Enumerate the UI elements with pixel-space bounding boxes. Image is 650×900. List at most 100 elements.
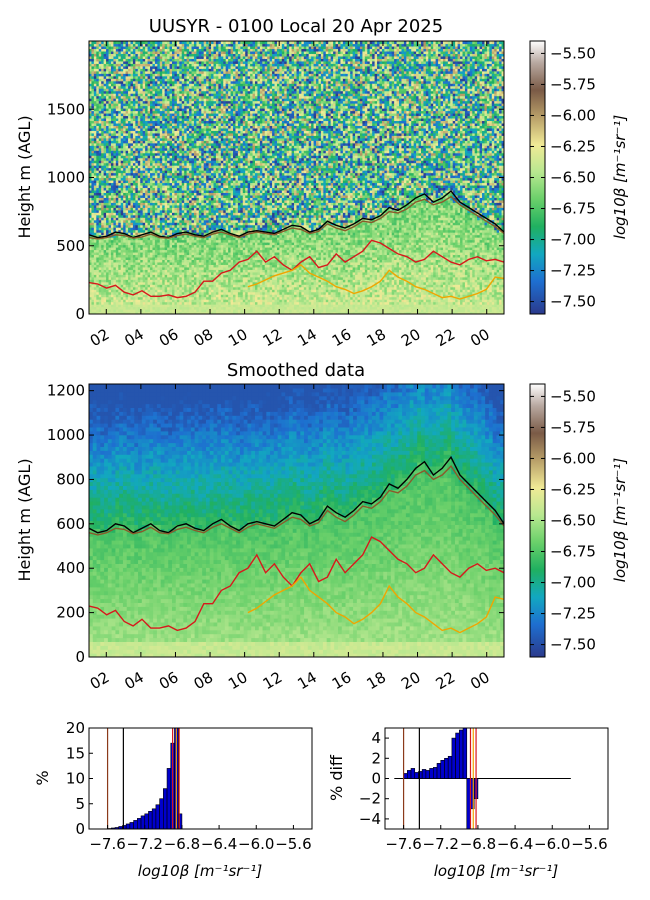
heatmap-cell bbox=[98, 83, 102, 87]
heatmap-cell bbox=[110, 214, 115, 218]
heatmap-cell bbox=[113, 192, 117, 196]
heatmap-cell bbox=[106, 301, 110, 305]
heatmap-cell bbox=[93, 137, 97, 141]
heatmap-cell bbox=[93, 48, 97, 52]
heatmap-cell bbox=[113, 217, 117, 221]
heatmap-cell bbox=[91, 294, 95, 298]
heatmap-cell bbox=[89, 68, 93, 72]
heatmap-cell bbox=[106, 68, 110, 72]
heatmap-cell bbox=[96, 179, 100, 184]
heatmap-cell bbox=[98, 45, 102, 50]
heatmap-cell bbox=[98, 70, 102, 74]
heatmap-cell bbox=[96, 78, 100, 82]
heatmap-cell bbox=[91, 127, 95, 131]
heatmap-cell bbox=[91, 90, 95, 94]
heatmap-cell bbox=[110, 184, 115, 189]
heatmap-cell bbox=[103, 276, 107, 280]
heatmap-cell bbox=[110, 266, 115, 270]
heatmap-cell bbox=[96, 202, 100, 206]
heatmap-cell bbox=[113, 279, 117, 283]
heatmap-cell bbox=[110, 157, 115, 161]
heatmap-cell bbox=[103, 63, 107, 67]
heatmap-cell bbox=[103, 175, 107, 179]
heatmap-cell bbox=[103, 264, 107, 268]
heatmap-cell bbox=[103, 291, 107, 295]
heatmap-cell bbox=[93, 175, 97, 179]
heatmap-cell bbox=[98, 254, 102, 258]
heatmap-cell bbox=[101, 100, 105, 104]
heatmap-cell bbox=[108, 58, 112, 62]
heatmap-cell bbox=[98, 105, 102, 109]
heatmap-cell bbox=[110, 179, 115, 184]
heatmap-cell bbox=[101, 222, 105, 226]
heatmap-cell bbox=[103, 207, 107, 211]
heatmap-cell bbox=[91, 142, 95, 146]
heatmap-cell bbox=[98, 197, 102, 201]
heatmap-cell bbox=[98, 130, 102, 134]
heatmap-cell bbox=[113, 140, 117, 144]
heatmap-cell bbox=[103, 242, 107, 246]
heatmap-cell bbox=[96, 184, 100, 189]
heatmap-cell bbox=[91, 88, 95, 92]
heatmap-cell bbox=[113, 289, 117, 293]
heatmap-cell bbox=[106, 244, 110, 248]
heatmap-cell bbox=[101, 244, 105, 248]
heatmap-cell bbox=[98, 227, 102, 231]
heatmap-cell bbox=[103, 98, 107, 102]
heatmap-cell bbox=[106, 274, 110, 278]
heatmap-cell bbox=[93, 167, 97, 171]
heatmap-cell bbox=[96, 53, 100, 57]
heatmap-cell bbox=[89, 80, 93, 84]
heatmap-cell bbox=[101, 199, 105, 203]
heatmap-cell bbox=[93, 155, 97, 159]
heatmap-cell bbox=[108, 137, 112, 141]
heatmap-cell bbox=[91, 83, 95, 87]
heatmap-cell bbox=[96, 93, 100, 97]
heatmap-cell bbox=[103, 127, 107, 131]
heatmap-cell bbox=[110, 63, 115, 67]
heatmap-cell bbox=[98, 95, 102, 99]
heatmap-cell bbox=[98, 157, 102, 161]
heatmap-cell bbox=[110, 304, 115, 308]
heatmap-cell bbox=[110, 271, 115, 275]
heatmap-cell bbox=[93, 261, 97, 265]
heatmap-cell bbox=[106, 50, 110, 55]
heatmap-cell bbox=[106, 266, 110, 270]
heatmap-cell bbox=[113, 281, 117, 285]
heatmap-cell bbox=[110, 100, 115, 104]
heatmap-cell bbox=[93, 194, 97, 198]
heatmap-cell bbox=[106, 291, 110, 295]
heatmap-cell bbox=[115, 237, 119, 241]
heatmap-cell bbox=[93, 259, 97, 263]
heatmap-cell bbox=[101, 269, 105, 273]
heatmap-cell bbox=[98, 145, 102, 149]
heatmap-cell bbox=[113, 189, 117, 193]
heatmap-cell bbox=[113, 256, 117, 260]
heatmap-cell bbox=[101, 187, 105, 191]
heatmap-cell bbox=[89, 135, 93, 139]
heatmap-cell bbox=[101, 127, 105, 131]
heatmap-cell bbox=[91, 306, 95, 310]
heatmap-cell bbox=[113, 152, 117, 156]
heatmap-cell bbox=[91, 60, 95, 64]
heatmap-cell bbox=[110, 167, 115, 171]
heatmap-cell bbox=[115, 259, 119, 263]
heatmap-cell bbox=[106, 60, 110, 64]
heatmap-cell bbox=[115, 227, 119, 231]
heatmap-cell bbox=[108, 55, 112, 59]
heatmap-cell bbox=[89, 127, 93, 131]
heatmap-cell bbox=[91, 137, 95, 141]
heatmap-cell bbox=[96, 232, 100, 236]
heatmap-cell bbox=[96, 132, 100, 136]
heatmap-cell bbox=[98, 189, 102, 193]
heatmap-cell bbox=[96, 117, 100, 122]
heatmap-cell bbox=[93, 172, 97, 176]
heatmap-cell bbox=[103, 115, 107, 119]
heatmap-cell bbox=[89, 147, 93, 151]
heatmap-cell bbox=[96, 261, 100, 265]
heatmap-cell bbox=[106, 103, 110, 107]
heatmap-cell bbox=[96, 127, 100, 131]
heatmap-cell bbox=[96, 189, 100, 193]
heatmap-cell bbox=[93, 304, 97, 308]
heatmap-cell bbox=[113, 150, 117, 154]
